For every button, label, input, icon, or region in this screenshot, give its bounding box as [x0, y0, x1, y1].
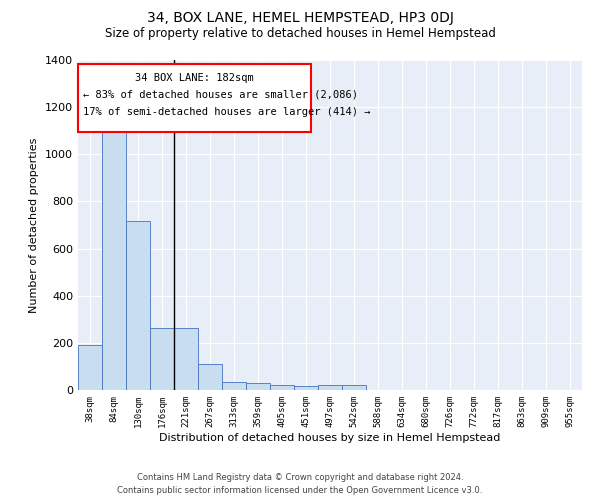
Y-axis label: Number of detached properties: Number of detached properties	[29, 138, 40, 312]
Bar	[150, 328, 174, 390]
Bar	[222, 382, 246, 390]
Text: 17% of semi-detached houses are larger (414) →: 17% of semi-detached houses are larger (…	[83, 107, 370, 117]
Bar	[294, 386, 318, 390]
Text: 34 BOX LANE: 182sqm: 34 BOX LANE: 182sqm	[135, 73, 254, 83]
Bar	[246, 383, 270, 390]
Text: Size of property relative to detached houses in Hemel Hempstead: Size of property relative to detached ho…	[104, 28, 496, 40]
Text: ← 83% of detached houses are smaller (2,086): ← 83% of detached houses are smaller (2,…	[83, 90, 358, 100]
Text: Contains HM Land Registry data © Crown copyright and database right 2024.
Contai: Contains HM Land Registry data © Crown c…	[118, 474, 482, 495]
Bar	[342, 386, 366, 390]
Bar	[78, 64, 311, 132]
Bar	[198, 364, 222, 390]
Bar	[318, 386, 342, 390]
Bar	[174, 328, 198, 390]
Bar	[102, 120, 126, 390]
Bar	[270, 386, 294, 390]
Bar	[126, 222, 150, 390]
Bar	[78, 345, 102, 390]
X-axis label: Distribution of detached houses by size in Hemel Hempstead: Distribution of detached houses by size …	[160, 432, 500, 442]
Text: 34, BOX LANE, HEMEL HEMPSTEAD, HP3 0DJ: 34, BOX LANE, HEMEL HEMPSTEAD, HP3 0DJ	[146, 11, 454, 25]
